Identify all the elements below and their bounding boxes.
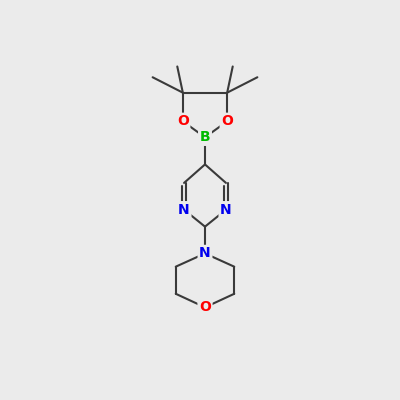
Text: N: N (220, 203, 232, 217)
Text: B: B (200, 130, 210, 144)
Text: N: N (178, 203, 190, 217)
Text: O: O (199, 300, 211, 314)
Text: O: O (177, 114, 189, 128)
Text: N: N (199, 246, 211, 260)
Text: O: O (221, 114, 233, 128)
